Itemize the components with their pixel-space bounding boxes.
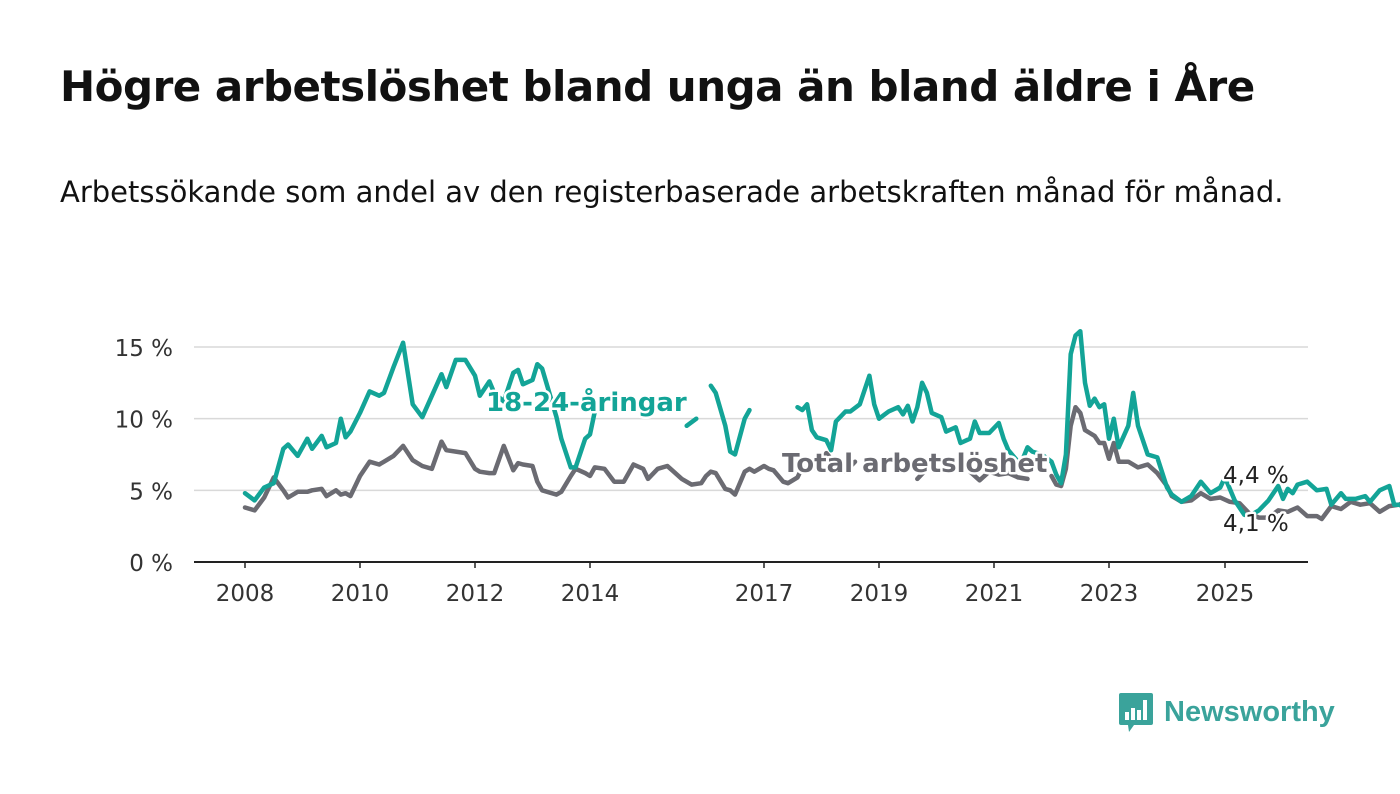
series-label-total: Total arbetslöshet (782, 449, 1047, 479)
series-line-youth (242, 340, 598, 503)
series-line-youth (684, 416, 699, 429)
end-value-label-total-halo: 4,1 % (1223, 511, 1289, 537)
y-tick-label: 5 % (129, 479, 173, 505)
series-line-total (242, 439, 858, 513)
series-label-youth-halo: 18-24-åringar (486, 386, 687, 418)
series-line-youth (795, 328, 1400, 519)
x-tick-label: 2019 (850, 581, 909, 607)
x-tick-label: 2021 (965, 581, 1024, 607)
end-value-label-youth: 4,4 % (1223, 463, 1289, 489)
series-label-youth: 18-24-åringar (486, 386, 687, 418)
y-tick-label: 15 % (115, 336, 173, 362)
x-tick-label: 2012 (446, 581, 505, 607)
series-line-total (967, 469, 1030, 483)
gridlines (194, 346, 1308, 492)
x-axis-ticks: 2008 2010 2012 2014 2017 2019 2021 2023 2025 (216, 562, 1255, 607)
x-tick-label: 2010 (331, 581, 390, 607)
series-label-total-halo: Total arbetslöshet (782, 449, 1047, 479)
y-tick-label: 10 % (115, 408, 173, 434)
end-value-label-total: 4,1 % (1223, 511, 1289, 537)
x-tick-label: 2023 (1080, 581, 1139, 607)
series-line-total (1049, 404, 1400, 522)
x-tick-label: 2025 (1196, 581, 1255, 607)
x-tick-label: 2017 (735, 581, 794, 607)
brand-logo: Newsworthy (1118, 690, 1335, 734)
series-line-youth (708, 383, 752, 457)
end-value-label-youth-halo: 4,4 % (1223, 463, 1289, 489)
y-axis-ticks: 0 % 5 % 10 % 15 % (115, 336, 173, 577)
brand-name: Newsworthy (1164, 695, 1335, 728)
chart-title: Högre arbetslöshet bland unga än bland ä… (60, 62, 1255, 111)
chart-subtitle: Arbetssökande som andel av den registerb… (60, 175, 1284, 209)
series-line-total (915, 466, 930, 482)
x-tick-label: 2008 (216, 581, 275, 607)
series-lines (242, 328, 1400, 522)
y-tick-label: 0 % (129, 551, 173, 577)
newsworthy-logo-icon (1119, 693, 1153, 732)
x-tick-label: 2014 (561, 581, 620, 607)
